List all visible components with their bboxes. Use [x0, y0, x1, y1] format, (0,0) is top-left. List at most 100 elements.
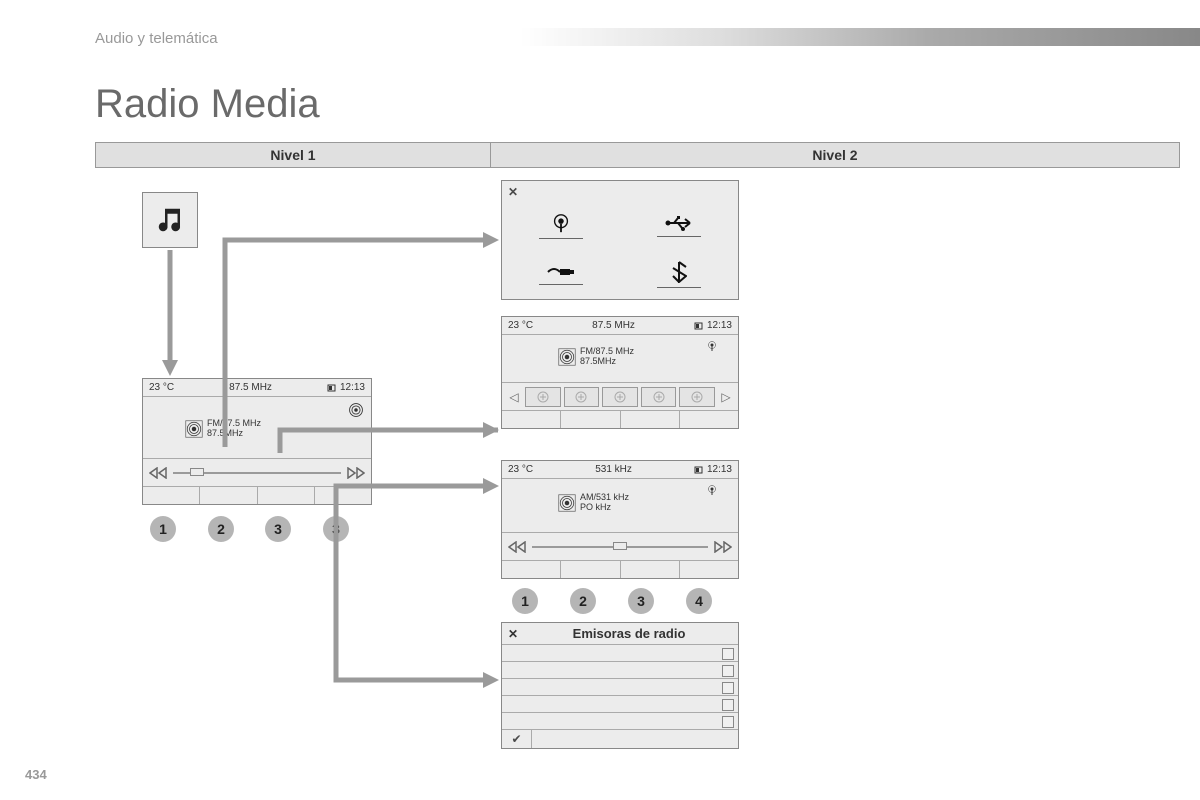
time-text: 12:13 — [707, 464, 732, 475]
callout-badge-am1: 1 — [512, 588, 538, 614]
time-text: 12:13 — [707, 320, 732, 331]
source-usb[interactable] — [645, 214, 713, 237]
confirm-check-icon[interactable]: ✔ — [502, 730, 532, 748]
footer-cell[interactable] — [621, 411, 680, 428]
level-header: Nivel 1 Nivel 2 — [95, 142, 1180, 168]
footer-cell[interactable] — [680, 561, 738, 578]
level-2-header: Nivel 2 — [491, 143, 1179, 167]
plus-icon — [691, 391, 703, 403]
radio-waves-icon — [558, 348, 576, 366]
breadcrumb: Audio y telemática — [95, 30, 218, 47]
station-list-footer: ✔ — [502, 730, 738, 748]
am-footer — [502, 560, 738, 578]
preset-slot[interactable] — [679, 387, 715, 407]
am-panel: 23 °C 531 kHz 12:13 AM/531 kHz PO kHz — [501, 460, 739, 579]
radio-waves-icon — [558, 494, 576, 512]
footer-cell[interactable] — [200, 487, 257, 504]
clock-label: 12:13 — [694, 320, 732, 331]
footer-cell[interactable] — [502, 561, 561, 578]
list-item[interactable] — [502, 645, 738, 662]
callout-badge-am2: 2 — [570, 588, 596, 614]
radio-main-body: FM/87.5 MHz 87.5MHz — [143, 396, 371, 458]
antenna-icon[interactable] — [706, 339, 718, 357]
callout-badge-3b: 3 — [323, 516, 349, 542]
station-list-title: Emisoras de radio — [526, 626, 732, 641]
am-header: 23 °C 531 kHz 12:13 — [502, 461, 738, 478]
battery-icon — [327, 383, 337, 393]
preset-footer — [502, 410, 738, 428]
antenna-icon[interactable] — [349, 403, 363, 422]
preset-header: 23 °C 87.5 MHz 12:13 — [502, 317, 738, 334]
list-item[interactable] — [502, 662, 738, 679]
level-1-header: Nivel 1 — [96, 143, 491, 167]
frequency-label: 531 kHz — [533, 464, 694, 475]
tuner-bar[interactable] — [502, 532, 738, 560]
preset-row: ◁ ▷ — [502, 382, 738, 410]
preset-slot[interactable] — [602, 387, 638, 407]
close-icon[interactable]: ✕ — [508, 627, 518, 641]
source-panel: ✕ — [501, 180, 739, 300]
footer-cell[interactable] — [502, 411, 561, 428]
station-info: AM/531 kHz PO kHz — [558, 493, 629, 513]
seek-prev-icon[interactable] — [508, 541, 526, 553]
seek-next-icon[interactable] — [714, 541, 732, 553]
source-aux[interactable] — [527, 264, 595, 285]
time-text: 12:13 — [340, 382, 365, 393]
callout-badge-am4: 4 — [686, 588, 712, 614]
station-info: FM/87.5 MHz 87.5MHz — [558, 347, 634, 367]
seek-prev-icon[interactable] — [149, 467, 167, 479]
source-bluetooth[interactable] — [645, 261, 713, 288]
preset-slot[interactable] — [525, 387, 561, 407]
footer-cell[interactable] — [561, 561, 620, 578]
battery-icon — [694, 465, 704, 475]
close-icon[interactable]: ✕ — [508, 185, 518, 199]
footer-cell[interactable] — [315, 487, 371, 504]
tuner-handle[interactable] — [613, 542, 627, 550]
preset-prev-icon[interactable]: ◁ — [506, 390, 522, 404]
frequency-label: 87.5 MHz — [533, 320, 694, 331]
plus-icon — [614, 391, 626, 403]
music-icon-tile[interactable] — [142, 192, 198, 248]
preset-slot[interactable] — [641, 387, 677, 407]
callout-badge-am3: 3 — [628, 588, 654, 614]
tuner-track[interactable] — [532, 546, 708, 548]
clock-label: 12:13 — [694, 464, 732, 475]
page-title: Radio Media — [95, 82, 320, 127]
clock-label: 12:13 — [327, 382, 365, 393]
preset-panel: 23 °C 87.5 MHz 12:13 FM/87.5 MHz 87.5MHz… — [501, 316, 739, 429]
list-item[interactable] — [502, 713, 738, 730]
list-item[interactable] — [502, 696, 738, 713]
station-line2: PO kHz — [580, 503, 629, 513]
footer-cell[interactable] — [258, 487, 315, 504]
preset-slot[interactable] — [564, 387, 600, 407]
footer-cell[interactable] — [621, 561, 680, 578]
list-item[interactable] — [502, 679, 738, 696]
footer-cell[interactable] — [561, 411, 620, 428]
radio-main-footer — [143, 486, 371, 504]
callout-badge-2: 2 — [208, 516, 234, 542]
station-list-panel: ✕ Emisoras de radio ✔ — [501, 622, 739, 749]
tuner-bar[interactable] — [143, 458, 371, 486]
station-line2: 87.5MHz — [207, 429, 261, 439]
station-list-header: ✕ Emisoras de radio — [502, 623, 738, 645]
tuner-handle[interactable] — [190, 468, 204, 476]
temperature-label: 23 °C — [508, 320, 533, 331]
plus-icon — [653, 391, 665, 403]
callout-badge-1: 1 — [150, 516, 176, 542]
station-info: FM/87.5 MHz 87.5MHz — [185, 419, 261, 439]
footer-cell[interactable] — [680, 411, 738, 428]
tuner-track[interactable] — [173, 472, 341, 474]
music-note-icon — [155, 205, 185, 235]
footer-cell[interactable] — [143, 487, 200, 504]
seek-next-icon[interactable] — [347, 467, 365, 479]
am-body: AM/531 kHz PO kHz — [502, 478, 738, 532]
antenna-icon[interactable] — [706, 483, 718, 501]
callout-badge-3: 3 — [265, 516, 291, 542]
plus-icon — [575, 391, 587, 403]
frequency-label: 87.5 MHz — [174, 382, 327, 393]
plus-icon — [537, 391, 549, 403]
preset-next-icon[interactable]: ▷ — [718, 390, 734, 404]
temperature-label: 23 °C — [149, 382, 174, 393]
source-radio[interactable] — [527, 212, 595, 239]
usb-icon — [664, 214, 694, 232]
